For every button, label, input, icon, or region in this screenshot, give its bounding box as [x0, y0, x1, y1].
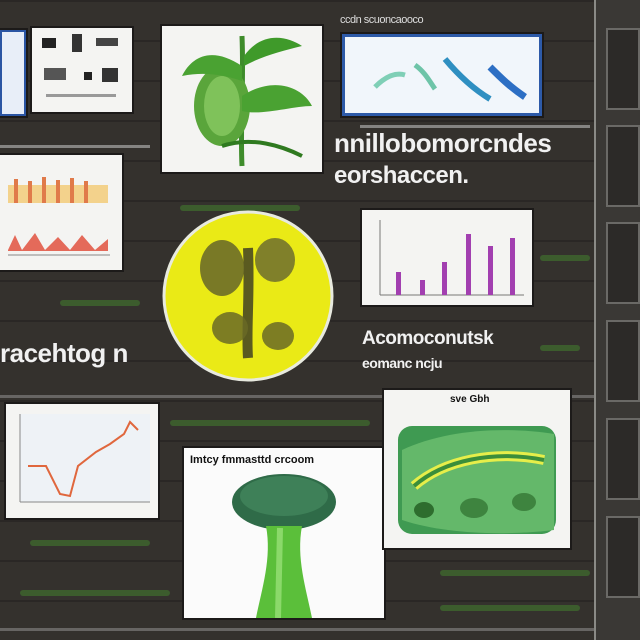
purple-bar-chart-drawing: [379, 220, 524, 296]
mushroom-card: Imtcy fmmasttd crcoom: [184, 448, 384, 618]
scribble: [20, 590, 170, 596]
purple-bar-chart-card: [362, 210, 532, 305]
scribble: [60, 300, 140, 306]
scribble: [440, 605, 580, 611]
line-chart-card: [6, 404, 158, 518]
plant-drawing: [182, 35, 312, 167]
side-label: racehtog n: [0, 338, 128, 368]
scribble: [540, 345, 580, 351]
scribble: [30, 540, 150, 546]
diagram-sketch: [42, 34, 118, 97]
chalk-line: [360, 125, 590, 128]
thumbnail-card: [32, 28, 132, 112]
chalk-line: [0, 145, 150, 148]
scribble: [180, 205, 300, 211]
right-column-slot: [606, 28, 640, 110]
scribble: [540, 255, 590, 261]
scribble: [440, 570, 590, 576]
top-caption: ccdn scuoncaooco: [340, 14, 424, 26]
right-column-slot: [606, 222, 640, 304]
right-column-slot: [606, 125, 640, 207]
brush-strokes-card: [342, 34, 542, 116]
chalk-line: [0, 628, 600, 631]
title-line-1: nnillobomorcndes: [334, 128, 552, 158]
plant-illustration-card: [162, 26, 322, 172]
bar-chart-card: [0, 155, 122, 270]
leaf-card-header: sve Gbh: [450, 394, 490, 405]
bar-chart-drawing: [8, 177, 110, 256]
scribble: [170, 420, 370, 426]
thumbnail-card: [0, 30, 26, 116]
chalk-line: [0, 395, 600, 398]
line-chart-drawing: [19, 414, 150, 503]
strokes-drawing: [373, 57, 527, 102]
sub-title-1: Acomoconutsk: [362, 328, 494, 349]
right-column-slot: [606, 516, 640, 598]
mushroom-drawing: [232, 474, 336, 618]
right-column-slot: [606, 418, 640, 500]
leaf-section-card: sve Gbh: [384, 390, 570, 548]
right-column-slot: [606, 320, 640, 402]
sub-title-2: eomanc ncju: [362, 355, 443, 371]
yellow-circle-specimen: [162, 210, 334, 382]
leaf-section-drawing: [398, 426, 556, 534]
right-column-panel: [594, 0, 640, 640]
mushroom-card-header: Imtcy fmmasttd crcoom: [190, 454, 315, 466]
title-line-2: eorshaccen.: [334, 162, 469, 189]
